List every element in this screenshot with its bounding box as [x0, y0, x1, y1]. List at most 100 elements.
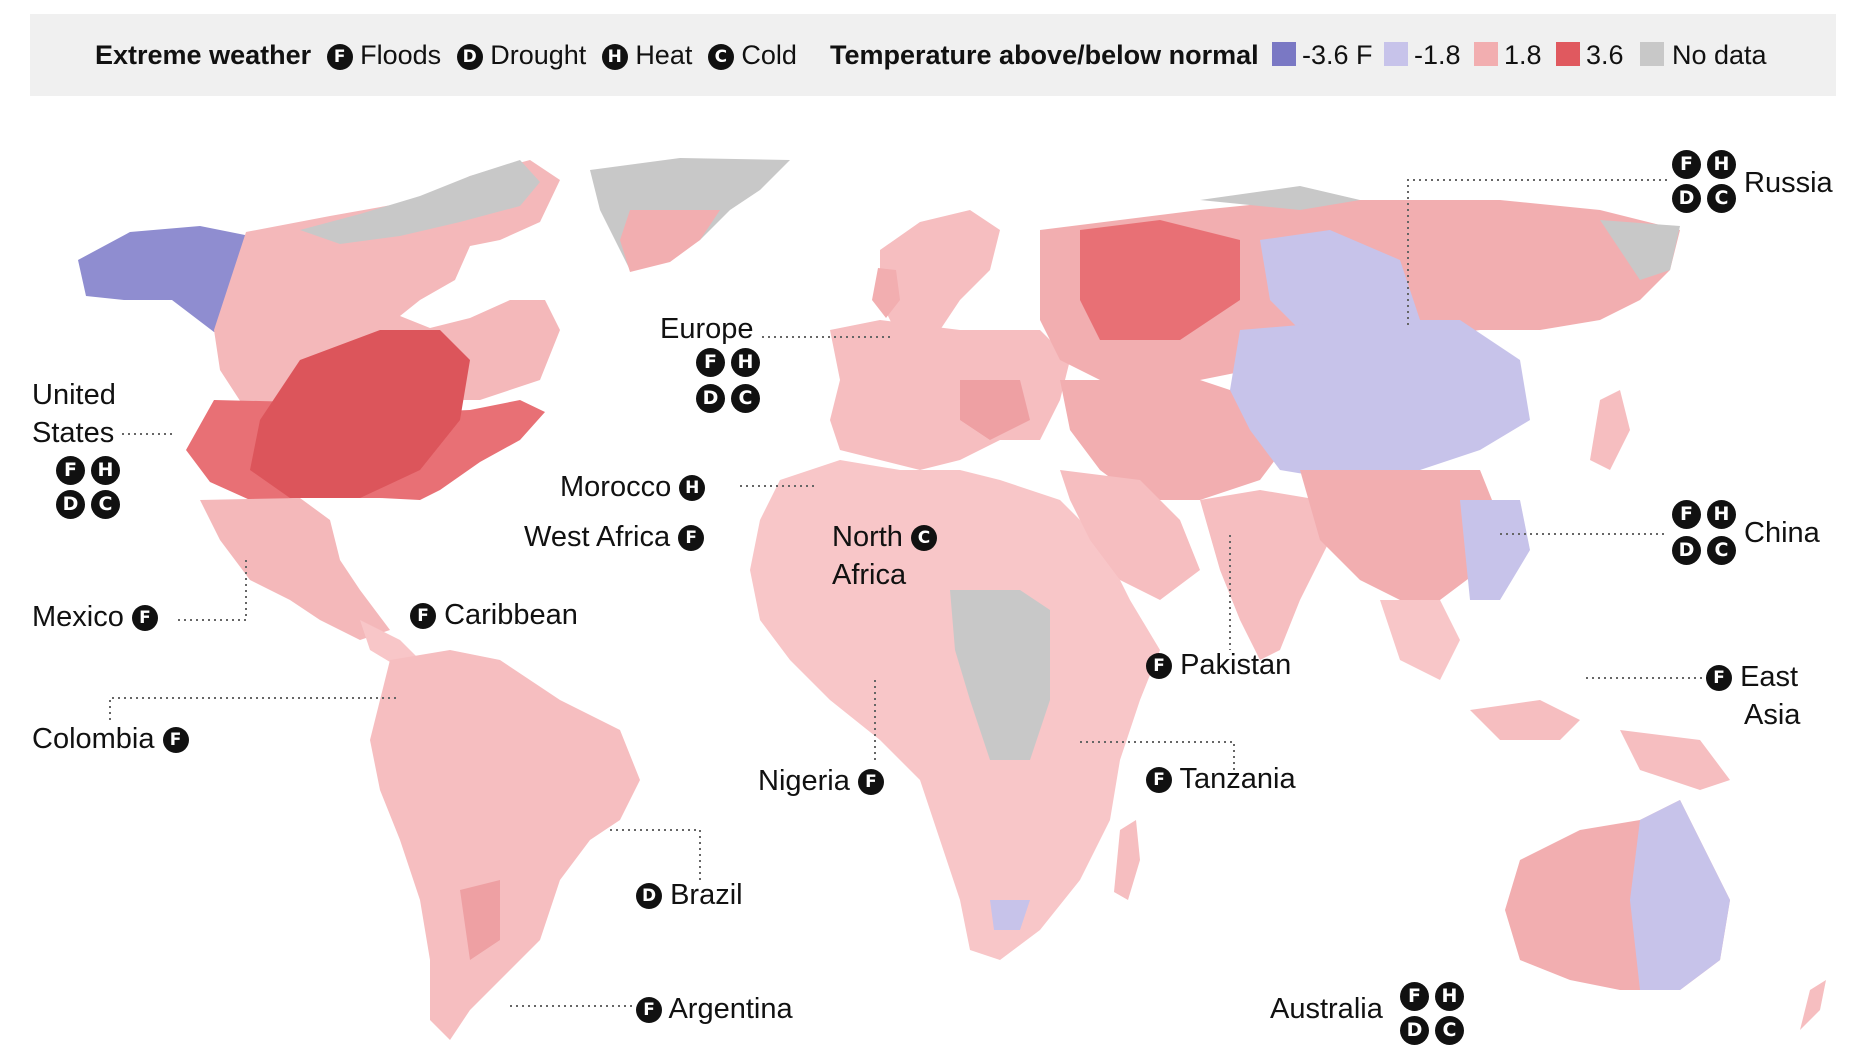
label-tanzania-name: Tanzania: [1179, 763, 1296, 795]
label-morocco: Morocco H: [560, 468, 706, 506]
label-west-africa: West Africa F: [524, 518, 705, 556]
label-europe: Europe: [660, 313, 754, 345]
balkans-warm: [960, 380, 1030, 440]
label-mexico-name: Mexico: [32, 601, 124, 633]
label-australia: Australia: [1270, 993, 1383, 1025]
floods-badge-icon: F: [1706, 665, 1732, 692]
southeast-asia-land: [1380, 600, 1460, 680]
us-midwest-hot: [250, 330, 470, 498]
cold-badge-icon: C: [910, 525, 937, 552]
central-america: [360, 620, 420, 668]
australia-east-cool: [1630, 800, 1730, 990]
label-east-asia-line2: Asia: [1744, 699, 1801, 731]
heat-badge-icon: H: [601, 43, 628, 70]
floods-badge-icon: F: [131, 605, 158, 632]
legend-cold-label: Cold: [741, 40, 797, 70]
drought-badge-icon: D: [636, 883, 662, 910]
new-zealand-land: [1800, 980, 1826, 1030]
floods-badge-icon: F: [1146, 767, 1172, 794]
leader-colombia: [109, 697, 400, 720]
heat-badge-icon: H: [679, 475, 706, 502]
legend-floods-label: Floods: [360, 40, 442, 70]
heat-badge-icon: H: [1707, 150, 1736, 179]
central-africa-no-data: [950, 590, 1050, 760]
heat-badge-icon: H: [731, 348, 760, 377]
mexico-land: [200, 498, 390, 640]
label-nigeria: Nigeria F: [758, 762, 884, 800]
japan-land: [1590, 390, 1630, 470]
label-east-asia-line1: East: [1740, 661, 1799, 693]
uk-land: [872, 268, 900, 318]
label-colombia-name: Colombia: [32, 723, 155, 755]
swatch-minus-1-8: [1384, 42, 1408, 66]
label-mexico: Mexico F: [32, 598, 158, 636]
cold-badge-icon: C: [1435, 1016, 1464, 1045]
swatch-1-8: [1474, 42, 1498, 66]
europe-mainland: [830, 320, 1070, 470]
scale-label-minus-3-6: -3.6 F: [1302, 40, 1373, 70]
floods-badge-icon: F: [1400, 982, 1429, 1011]
label-china: China: [1744, 517, 1820, 549]
legend-drought-label: Drought: [490, 40, 587, 70]
label-argentina: F Argentina: [636, 990, 793, 1028]
drought-badge-icon: D: [56, 490, 85, 519]
label-nigeria-name: Nigeria: [758, 765, 850, 797]
india-land: [1200, 490, 1330, 660]
cold-badge-icon: C: [1707, 184, 1736, 213]
scale-label-3-6: 3.6: [1586, 40, 1624, 70]
floods-badge-icon: F: [636, 997, 662, 1024]
label-argentina-name: Argentina: [668, 993, 793, 1025]
drought-badge-icon: D: [456, 43, 483, 70]
africa-region: [750, 460, 1160, 960]
label-brazil-name: Brazil: [670, 879, 743, 911]
leader-russia: [1407, 179, 1668, 325]
label-pakistan: F Pakistan: [1146, 646, 1291, 684]
mongolia-china-cool: [1230, 320, 1530, 480]
legend-extreme-weather: Extreme weather F Floods D Drought H Hea…: [95, 38, 797, 72]
floods-badge-icon: F: [162, 727, 189, 754]
north-america-region: [78, 158, 790, 668]
cold-badge-icon: C: [707, 43, 734, 70]
label-tanzania: F Tanzania: [1146, 760, 1296, 798]
heat-badge-icon: H: [91, 456, 120, 485]
label-brazil: D Brazil: [636, 876, 743, 914]
drought-badge-icon: D: [1672, 536, 1701, 565]
swatch-3-6: [1556, 42, 1580, 66]
drought-badge-icon: D: [1672, 184, 1701, 213]
south-america-region: [370, 650, 640, 1040]
alaska-land: [78, 226, 250, 332]
cold-badge-icon: C: [91, 490, 120, 519]
arctic-russia-no-data: [1200, 186, 1680, 280]
russia-west-hot: [1080, 220, 1240, 340]
legend-temp-title-text: Temperature above/below normal: [830, 40, 1259, 70]
legend-heat-label: Heat: [635, 40, 693, 70]
floods-badge-icon: F: [1146, 653, 1172, 680]
leader-brazil: [610, 829, 701, 880]
label-north-africa-line2: Africa: [832, 559, 907, 591]
arctic-islands-no-data: [300, 160, 540, 244]
label-east-asia: F East: [1706, 658, 1798, 696]
floods-badge-icon: F: [410, 603, 436, 630]
china-south-land: [1300, 470, 1500, 600]
label-united-states-line2: States: [32, 417, 115, 449]
scale-label-no-data: No data: [1672, 40, 1767, 70]
scale-label-minus-1-8: -1.8: [1414, 40, 1461, 70]
swatch-minus-3-6: [1272, 42, 1296, 66]
asia-region: [1040, 186, 1730, 790]
label-morocco-name: Morocco: [560, 471, 672, 503]
legend-extreme-title: Extreme weather: [95, 40, 312, 70]
siberia-cool: [1260, 230, 1420, 340]
floods-badge-icon: F: [326, 43, 353, 70]
central-asia-land: [1060, 380, 1290, 500]
floods-badge-icon: F: [1672, 500, 1701, 529]
cold-badge-icon: C: [731, 384, 760, 413]
heat-badge-icon: H: [1435, 982, 1464, 1011]
cold-badge-icon: C: [1707, 536, 1736, 565]
argentina-core-warm: [460, 880, 500, 960]
middle-east-land: [1060, 470, 1200, 600]
